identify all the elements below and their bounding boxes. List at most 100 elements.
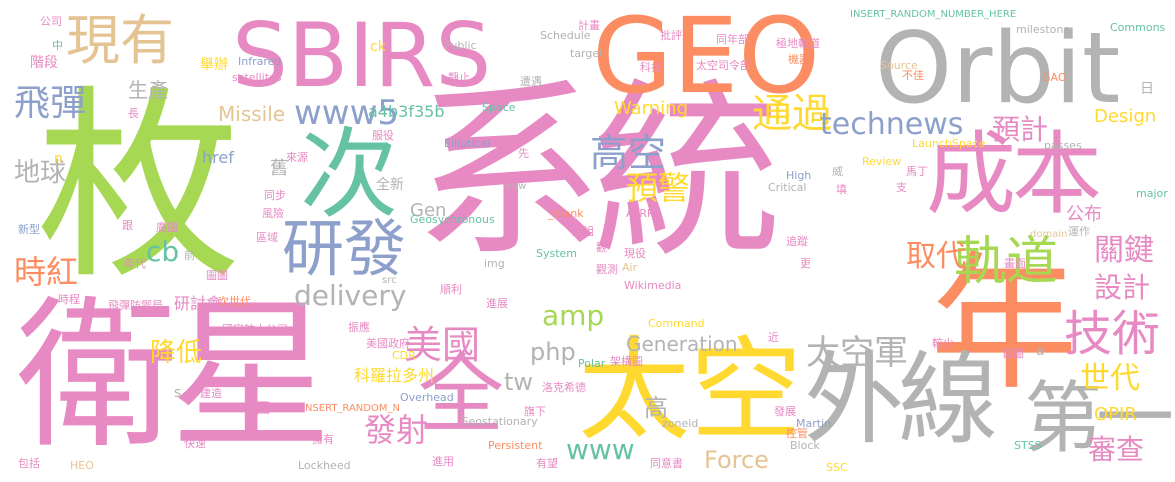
- word-cloud-word: Warning: [614, 98, 689, 119]
- word-cloud-word: 國家航太公司: [222, 323, 288, 336]
- word-cloud-word: 舊: [270, 158, 288, 179]
- word-cloud-word: 太空司令部: [696, 59, 751, 72]
- word-cloud-word: 取代: [906, 239, 966, 274]
- word-cloud-word: GAO: [1042, 71, 1067, 84]
- word-cloud-word: 近: [768, 331, 779, 344]
- word-cloud-word: 枚: [36, 69, 241, 307]
- word-cloud-word: 科羅拉多州: [354, 366, 435, 385]
- word-cloud-word: 飛彈防禦局: [108, 299, 163, 312]
- word-cloud-word: 全: [418, 345, 504, 445]
- word-cloud-word: 快速: [184, 437, 206, 450]
- word-cloud-word: 圖圖: [206, 269, 228, 282]
- word-cloud-word: ATRR: [626, 207, 655, 220]
- word-cloud-word: 國: [256, 401, 270, 417]
- word-cloud-word: php: [530, 338, 576, 366]
- word-cloud-word: Public: [444, 39, 477, 52]
- word-cloud-word: 洛克希德: [542, 381, 586, 394]
- word-cloud-word: 觀測: [596, 263, 618, 276]
- word-cloud-word: 前: [184, 249, 195, 262]
- word-cloud-word: s: [174, 385, 182, 401]
- word-cloud-word: evw: [506, 181, 527, 192]
- word-cloud-word: 遠: [522, 171, 533, 184]
- word-cloud-word: cb: [146, 235, 180, 268]
- word-cloud-word: Lockheed: [298, 459, 351, 472]
- word-cloud-word: target: [570, 47, 604, 60]
- word-cloud-word: 通過: [752, 91, 832, 137]
- word-cloud-word: 年代: [124, 257, 146, 270]
- word-cloud-word: 高空: [590, 131, 667, 175]
- word-cloud-word: 機器: [788, 53, 810, 66]
- word-cloud-word: 研發: [282, 212, 407, 285]
- word-cloud-word: Block: [790, 439, 820, 452]
- word-cloud-word: 關鍵: [1094, 233, 1154, 268]
- word-cloud-word: 系統: [414, 62, 782, 283]
- word-cloud-word: tw: [504, 368, 534, 396]
- word-cloud-word: 次世代: [218, 295, 251, 308]
- word-cloud-word: src: [382, 275, 397, 286]
- word-cloud-word: Infrared: [238, 55, 282, 68]
- word-cloud-word: img: [484, 257, 505, 270]
- word-cloud-word: LaunchSpace: [912, 137, 986, 150]
- word-cloud-word: 公布: [1066, 204, 1102, 225]
- word-cloud-word: 設計: [1094, 271, 1151, 304]
- word-cloud-word: Polar: [578, 357, 606, 370]
- word-cloud-word: n: [54, 151, 63, 167]
- word-cloud-word: 科技: [640, 61, 662, 74]
- word-cloud-word: www: [566, 433, 635, 466]
- word-cloud-word: SSC: [826, 461, 848, 474]
- word-cloud-word: 服役: [372, 129, 394, 142]
- word-cloud-word: 中: [52, 39, 63, 52]
- word-cloud-word: 填: [836, 183, 847, 196]
- word-cloud-word: Missile: [218, 102, 286, 126]
- word-cloud-word: 世代: [1080, 361, 1140, 396]
- word-cloud-word: milestone: [1016, 23, 1071, 36]
- word-cloud-word: 地球: [14, 158, 67, 188]
- word-cloud-word: 同步: [264, 189, 286, 202]
- word-cloud-word: 預警: [626, 169, 691, 207]
- word-cloud-word: major: [1136, 187, 1168, 200]
- word-cloud-word: _blank: [548, 207, 584, 220]
- word-cloud-word: 時紅: [14, 253, 79, 291]
- word-cloud-word: 廣圖: [156, 221, 178, 234]
- word-cloud-word: 新型: [18, 223, 40, 236]
- word-cloud-word: Persistent: [488, 439, 543, 452]
- word-cloud-word: Air: [622, 261, 638, 274]
- word-cloud-word: Geostationary: [460, 415, 538, 428]
- word-cloud-word: CDR: [392, 349, 416, 362]
- word-cloud-word: satellites: [232, 71, 282, 84]
- word-cloud-word: HEO: [70, 459, 94, 472]
- word-cloud-word: 研討會: [174, 294, 223, 313]
- word-cloud-word: 太空軍: [806, 333, 908, 373]
- word-cloud-word: 第一: [1024, 374, 1174, 464]
- word-cloud-word: 同意書: [650, 457, 683, 470]
- word-cloud-word: 極地軌道: [776, 37, 820, 50]
- word-cloud-word: Design: [1094, 106, 1157, 127]
- word-cloud-word: Wikimedia: [624, 279, 682, 292]
- word-cloud-word: Force: [704, 446, 769, 474]
- word-cloud-word: 支: [896, 181, 907, 194]
- word-cloud-word: Source: [880, 59, 918, 72]
- word-cloud-word: 來源: [286, 151, 308, 164]
- word-cloud-word: amp: [542, 299, 605, 332]
- word-cloud-word: GEO: [592, 0, 821, 117]
- word-cloud-word: 先: [518, 147, 529, 160]
- word-cloud-word: delivery: [294, 279, 407, 312]
- word-cloud-word: technews: [820, 107, 964, 142]
- word-cloud-word: 計畫: [578, 19, 600, 32]
- word-cloud-word: 運作: [1068, 225, 1090, 238]
- word-cloud-word: ck: [370, 39, 386, 55]
- word-cloud-word: 飛彈: [14, 83, 87, 124]
- word-cloud-word: 年: [930, 238, 1078, 410]
- word-cloud-word: STSS: [1014, 439, 1042, 452]
- word-cloud-word: 包括: [18, 457, 40, 470]
- word-cloud-word: 振應: [348, 321, 370, 334]
- word-cloud-word: High: [786, 169, 812, 182]
- word-cloud-word: Critical: [768, 181, 807, 194]
- word-cloud-word: Generation: [626, 332, 738, 356]
- word-cloud-word: domain: [1030, 229, 1068, 240]
- word-cloud-word: a: [1036, 343, 1045, 359]
- word-cloud-word: INSERT_RANDOM_NUMBER_HERE: [850, 9, 1017, 20]
- word-cloud-word: 擁有: [312, 433, 334, 446]
- word-cloud-word: 追蹤: [786, 235, 808, 248]
